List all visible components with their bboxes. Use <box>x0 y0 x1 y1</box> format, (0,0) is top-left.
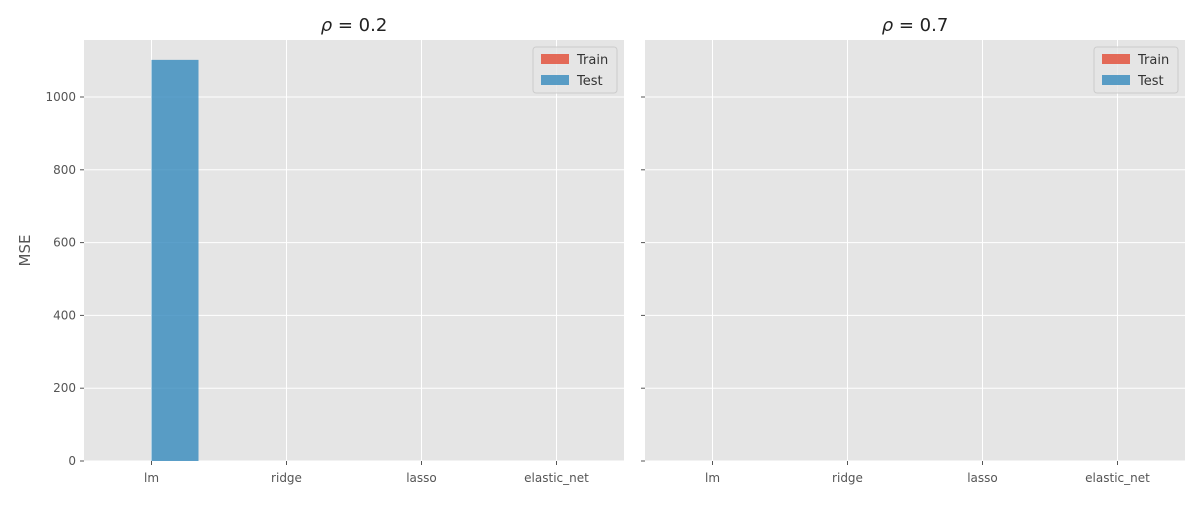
legend-label-test: Test <box>576 74 603 89</box>
legend-swatch-train <box>1102 54 1130 64</box>
chart-title: ρ = 0.7 <box>882 15 949 36</box>
legend-swatch-test <box>1102 75 1130 85</box>
y-axis-label: MSE <box>16 235 34 267</box>
x-tick-label: ridge <box>271 471 302 485</box>
legend-swatch-test <box>541 75 569 85</box>
legend-swatch-train <box>541 54 569 64</box>
legend-label-train: Train <box>1137 53 1169 68</box>
y-tick-label: 200 <box>53 381 76 395</box>
legend-label-train: Train <box>576 53 608 68</box>
x-tick-label: elastic_net <box>524 471 589 485</box>
x-tick-label: lasso <box>967 471 998 485</box>
panel-1: 0 200 400 600 800 1000 lm ridge lasso elastic_net… <box>16 15 624 485</box>
legend: Train Test <box>532 46 618 94</box>
panel-2: lm ridge lasso elastic_net ρ = 0.7 Train Test <box>641 15 1185 485</box>
chart-title: ρ = 0.2 <box>321 15 388 36</box>
x-tick-label: lm <box>705 471 720 485</box>
legend-label-test: Test <box>1137 74 1164 89</box>
x-tick-label: lm <box>144 471 159 485</box>
bar-test-lm <box>151 59 199 461</box>
x-tick-label: ridge <box>832 471 863 485</box>
y-tick-label: 0 <box>68 454 76 468</box>
x-tick-label: elastic_net <box>1085 471 1150 485</box>
plot-background <box>645 40 1185 461</box>
legend: Train Test <box>1093 46 1179 94</box>
y-tick-label: 400 <box>53 308 76 322</box>
y-tick-label: 800 <box>53 163 76 177</box>
y-tick-label: 600 <box>53 236 76 250</box>
x-tick-label: lasso <box>406 471 437 485</box>
y-tick-label: 1000 <box>45 90 76 104</box>
